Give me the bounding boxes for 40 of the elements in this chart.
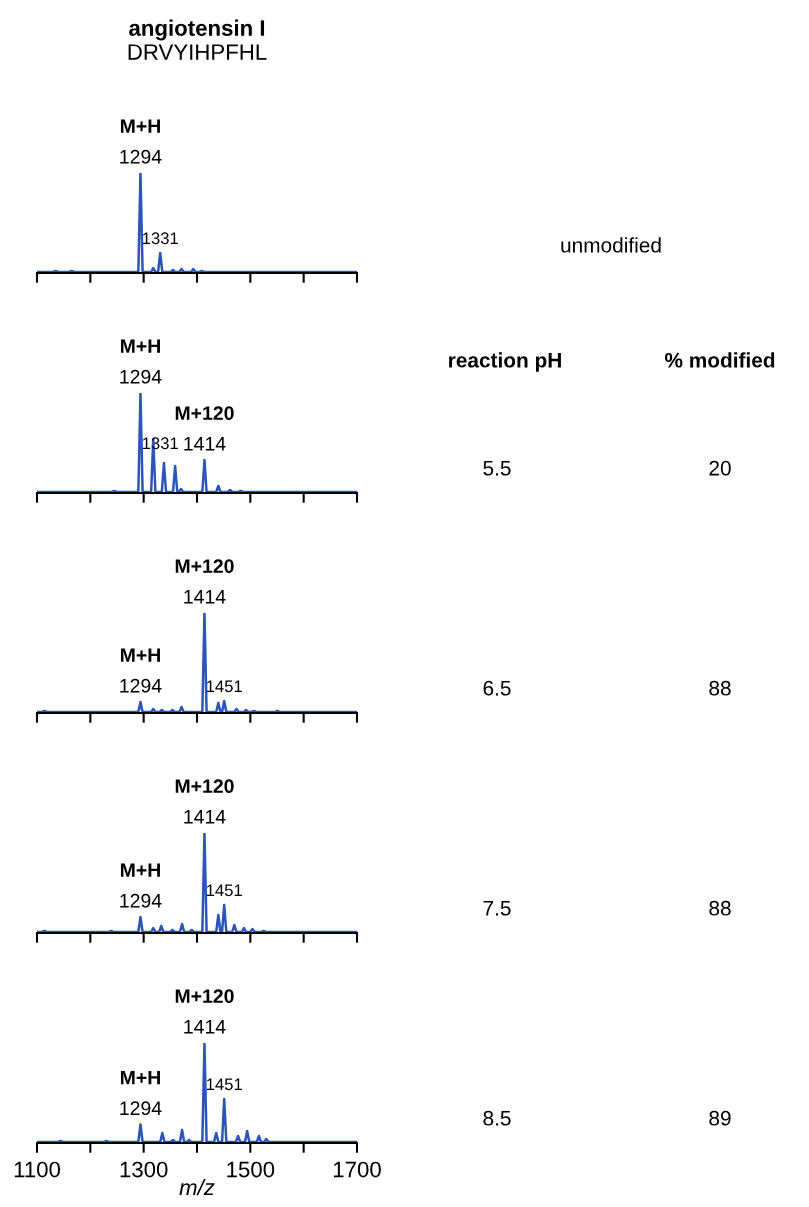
text: 8.5 [483, 1110, 511, 1126]
annotation: 1331 [142, 232, 178, 245]
chart-title: angiotensin I [129, 19, 265, 41]
text: 88 [709, 680, 731, 696]
annotation: 1414 [184, 810, 226, 824]
x-tick-label: 1500 [227, 1161, 275, 1178]
annotation: 1414 [184, 590, 226, 604]
annotation: M+120 [175, 779, 234, 794]
text: % modified [664, 352, 775, 368]
annotation: 1451 [206, 1078, 242, 1091]
annotation: 1451 [206, 884, 242, 897]
annotation: M+H [120, 339, 160, 353]
text: 5.5 [483, 461, 511, 476]
annotation: M+H [120, 1070, 160, 1085]
annotation: 1294 [120, 149, 162, 164]
text: 88 [709, 900, 731, 916]
annotation: M+120 [175, 559, 234, 574]
annotation: M+H [120, 648, 160, 662]
annotation: 1414 [184, 437, 226, 451]
text: unmodified [561, 237, 661, 253]
annotation: 1414 [184, 1020, 226, 1034]
annotation: M+H [120, 863, 160, 877]
x-tick-label: 1300 [120, 1161, 168, 1178]
text: 89 [709, 1110, 731, 1126]
annotation: M+120 [175, 406, 234, 421]
text: 7.5 [483, 901, 511, 916]
x-tick-label: 1700 [333, 1161, 381, 1178]
annotation: 1294 [120, 1101, 162, 1116]
x-tick-label: 1100 [14, 1161, 61, 1178]
x-axis-title: m/z [179, 1178, 215, 1196]
text: 20 [709, 460, 731, 476]
annotation: M+120 [175, 989, 234, 1004]
annotation: 1451 [206, 680, 242, 693]
chart-subtitle: DRVYIHPFHL [128, 44, 267, 60]
annotation: M+H [120, 119, 160, 133]
text: reaction pH [449, 352, 561, 372]
annotation: 1294 [120, 369, 162, 384]
annotation: 1294 [120, 893, 162, 908]
text: 6.5 [483, 680, 511, 696]
annotation: 1294 [120, 678, 162, 693]
